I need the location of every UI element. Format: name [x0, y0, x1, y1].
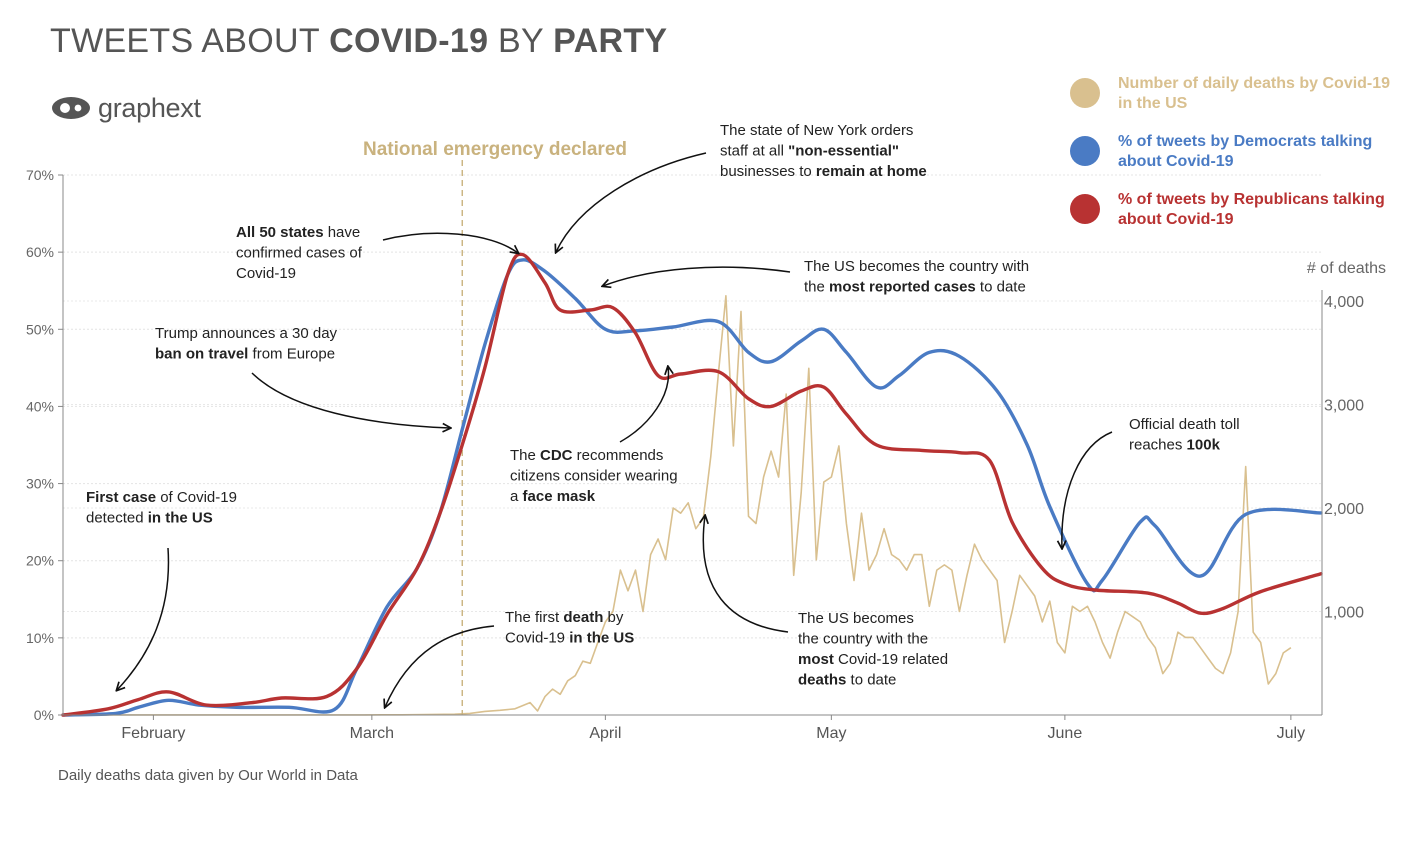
- y-left-tick-label: 30%: [26, 476, 54, 492]
- y-right-tick-label: 2,000: [1324, 501, 1364, 518]
- legend-item-republicans: % of tweets by Republicans talking about…: [1068, 190, 1398, 248]
- graphext-logo-icon: [52, 97, 90, 119]
- grid-layer: [63, 174, 1322, 639]
- x-tick-label: May: [816, 725, 846, 742]
- legend-item-democrats: % of tweets by Democrats talking about C…: [1068, 132, 1398, 190]
- annotation-a3: All 50 states have confirmed cases of Covi…: [236, 224, 363, 282]
- legend: Number of daily deaths by Covid-19 in th…: [1068, 74, 1398, 248]
- y-right-tick-label: 1,000: [1324, 605, 1364, 622]
- x-tick-label: July: [1277, 725, 1305, 742]
- y-left-tick-label: 50%: [26, 321, 54, 337]
- legend-label-republicans: % of tweets by Republicans talking about…: [1118, 191, 1385, 228]
- series-line-republicans: [61, 252, 1323, 717]
- legend-label-deaths: Number of daily deaths by Covid-19 in th…: [1118, 75, 1391, 112]
- annotation-a8: The US becomes the country with the most C…: [798, 610, 948, 689]
- annotation-arrow: [251, 372, 450, 428]
- x-tick-label: April: [589, 725, 621, 742]
- x-tick-label: February: [121, 725, 185, 742]
- series-layer: [61, 252, 1323, 717]
- annotation-arrow: [1062, 431, 1113, 548]
- chart-title: TWEETS ABOUT COVID-19 BY PARTY: [50, 22, 668, 60]
- x-tick-label: March: [350, 725, 394, 742]
- annotation-arrow: [117, 547, 170, 690]
- logo-text: graphext: [98, 92, 201, 123]
- legend-item-deaths: Number of daily deaths by Covid-19 in th…: [1068, 74, 1398, 132]
- legend-swatch-democrats: [1070, 136, 1100, 166]
- y-right-tick-label: 4,000: [1324, 294, 1364, 311]
- y-left-tick-label: 10%: [26, 630, 54, 646]
- annotation-layer: First case of Covid-19 detected in the US…: [86, 122, 1240, 707]
- y-left-tick-label: 70%: [26, 167, 54, 183]
- y-left-tick-label: 60%: [26, 244, 54, 260]
- annotation-arrow: [382, 232, 518, 253]
- annotation-arrow: [556, 152, 707, 252]
- axis-layer: 0% 10% 20% 30% 40% 50% 60% 70% 1,000 2,000 3,000 4,…: [26, 167, 1386, 742]
- legend-label-democrats: % of tweets by Democrats talking about C…: [1118, 133, 1373, 170]
- y-right-tick-label: 3,000: [1324, 398, 1364, 415]
- x-tick-label: June: [1048, 725, 1083, 742]
- deaths-layer: [62, 294, 1292, 716]
- annotation-a1: First case of Covid-19 detected in the US: [86, 489, 237, 527]
- annotation-arrow: [603, 266, 791, 286]
- y-left-tick-label: 0%: [34, 707, 54, 723]
- annotation-arrow: [385, 625, 495, 707]
- annotation-arrow: [703, 516, 789, 633]
- annotation-a2: Trump announces a 30 day ban on travel fr…: [155, 325, 338, 363]
- annotation-a6: The CDC recommends citizens consider wear…: [510, 447, 678, 505]
- legend-swatch-deaths: [1070, 78, 1100, 108]
- emergency-line-layer: National emergency declared: [363, 139, 627, 715]
- legend-swatch-republicans: [1070, 194, 1100, 224]
- annotation-a9: Official death toll reaches 100k: [1129, 416, 1240, 454]
- annotation-a5: The US becomes the country with the most …: [804, 258, 1029, 296]
- y-right-axis-label: # of deaths: [1307, 260, 1386, 277]
- annotation-a4: The state of New York orders staff at all…: [720, 122, 927, 180]
- annotation-arrow: [619, 367, 668, 443]
- y-left-tick-label: 40%: [26, 398, 54, 414]
- series-line-deaths: [62, 294, 1292, 716]
- y-left-tick-label: 20%: [26, 553, 54, 569]
- graphext-logo: graphext: [50, 88, 201, 128]
- source-footnote: Daily deaths data given by Our World in …: [58, 767, 358, 784]
- series-line-democrats: [61, 258, 1323, 717]
- annotation-a7: The first death by Covid-19 in the US: [505, 609, 634, 647]
- emergency-label: National emergency declared: [363, 139, 627, 160]
